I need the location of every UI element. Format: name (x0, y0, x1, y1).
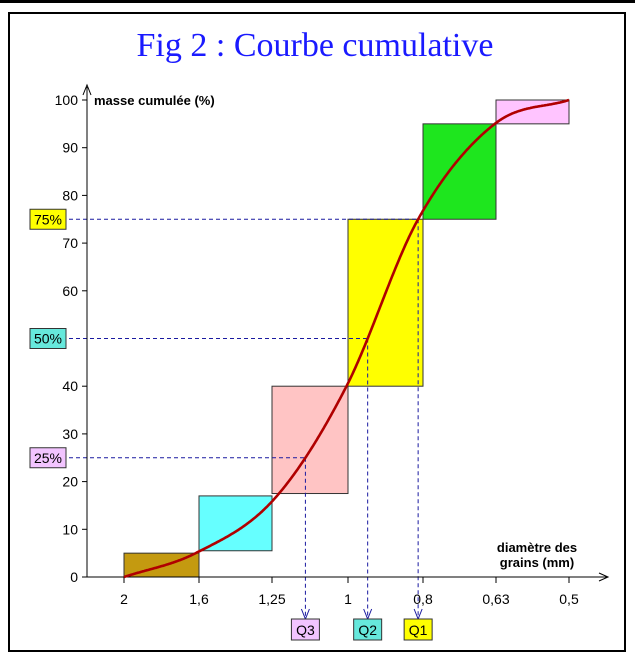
y-tick-label-30: 30 (62, 426, 78, 442)
y-tick-label-10: 10 (62, 521, 78, 537)
y-tick-label-100: 100 (55, 92, 79, 108)
x-tick-label-7: 0,5 (559, 591, 579, 607)
percent-marker-50-box (29, 328, 67, 349)
quartile-q2-box (353, 618, 383, 641)
x-tick-label-6: 0,63 (482, 591, 509, 607)
x-tick-label-4: 1 (344, 591, 352, 607)
y-tick-label-20: 20 (62, 474, 78, 490)
x-axis-arrow (598, 572, 610, 582)
y-tick-label-60: 60 (62, 283, 78, 299)
percent-marker-75-label: 75% (34, 211, 62, 227)
x-tick-label-1: 2 (120, 591, 128, 607)
x-tick-label-3: 1,25 (258, 591, 285, 607)
x-axis-label-line2: grains (mm) (500, 555, 574, 570)
quartile-q3-box (290, 618, 320, 641)
percent-marker-25-label: 25% (34, 450, 62, 466)
percent-marker-25-box (29, 447, 67, 469)
cumulative-curve (123, 98, 570, 579)
quartile-q3-label: Q3 (296, 622, 315, 638)
quartile-q1-box (403, 618, 433, 641)
x-tick-label-5: 0,8 (413, 591, 433, 607)
y-tick-label-40: 40 (62, 378, 78, 394)
quartile-q1-label: Q1 (409, 622, 428, 638)
x-axis-label-line1: diamètre des (497, 540, 577, 555)
y-axis-arrow (82, 83, 92, 96)
quartile-q2-label: Q2 (358, 622, 377, 638)
step-bar-3 (271, 385, 349, 495)
y-tick-label-70: 70 (62, 235, 78, 251)
step-bar-5 (422, 123, 497, 220)
percent-marker-75-box (29, 208, 67, 230)
percent-marker-50-label: 50% (34, 331, 62, 347)
y-tick-label-90: 90 (62, 140, 78, 156)
chart-title: Fig 2 : Courbe cumulative (137, 27, 494, 64)
x-tick-label-2: 1,6 (189, 591, 209, 607)
y-tick-label-0: 0 (70, 569, 78, 585)
step-bar-6 (495, 99, 570, 125)
y-axis-label: masse cumulée (%) (94, 93, 215, 108)
y-tick-label-80: 80 (62, 187, 78, 203)
step-bar-2 (198, 495, 273, 552)
